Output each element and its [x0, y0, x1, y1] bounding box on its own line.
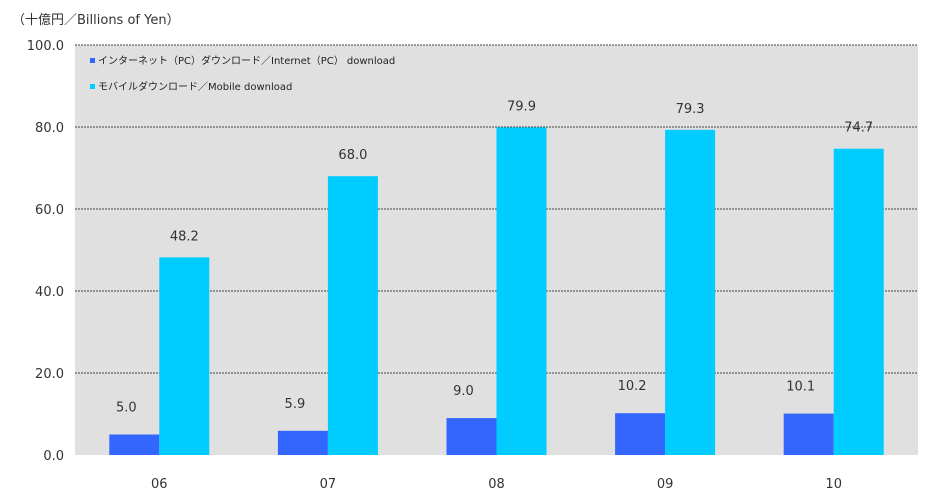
y-axis-ticks: 0.0 20.0 40.0 60.0 80.0 100.0: [27, 39, 64, 464]
bar-internet-08: [446, 418, 497, 455]
data-label: 10.1: [786, 380, 815, 395]
bar-mobile-06: [159, 257, 210, 455]
y-tick-label: 60.0: [35, 203, 64, 218]
data-label: 9.0: [453, 384, 474, 399]
legend: インターネット（PC）ダウンロード／Internet（PC） download …: [90, 54, 395, 93]
y-tick-label: 80.0: [35, 121, 64, 136]
bar-mobile-07: [327, 176, 378, 455]
data-label: 5.9: [285, 397, 306, 412]
bar-internet-07: [277, 430, 328, 455]
legend-label-mobile: モバイルダウンロード／Mobile download: [98, 80, 292, 93]
y-tick-label: 20.0: [35, 367, 64, 382]
bar-mobile-08: [496, 127, 547, 455]
bar-internet-10: [783, 413, 834, 455]
x-tick-label: 09: [657, 477, 674, 492]
legend-swatch-mobile: [90, 84, 95, 89]
unit-label: （十億円／Billions of Yen）: [12, 12, 180, 28]
bar-mobile-10: [833, 148, 884, 456]
x-axis-ticks: 06 07 08 09 10: [151, 477, 842, 492]
data-labels: 5.0 48.2 5.9 68.0 9.0 79.9 10.2 79.3 10.1 74.7: [116, 99, 873, 415]
x-tick-label: 06: [151, 477, 168, 492]
data-label: 68.0: [338, 148, 367, 163]
y-tick-label: 40.0: [35, 285, 64, 300]
data-label: 79.3: [676, 102, 705, 117]
legend-label-internet: インターネット（PC）ダウンロード／Internet（PC） download: [98, 54, 395, 67]
bars: [109, 127, 884, 456]
data-label: 74.7: [844, 121, 873, 136]
data-label: 10.2: [618, 379, 647, 394]
y-tick-label: 100.0: [27, 39, 64, 54]
bar-internet-06: [109, 434, 160, 455]
bar-internet-09: [615, 413, 666, 455]
data-label: 79.9: [507, 99, 536, 114]
bar-mobile-09: [665, 129, 716, 455]
data-label: 5.0: [116, 401, 137, 416]
y-tick-label: 0.0: [43, 449, 64, 464]
x-tick-label: 10: [825, 477, 842, 492]
x-tick-label: 07: [320, 477, 337, 492]
legend-swatch-internet: [90, 58, 95, 63]
data-label: 48.2: [170, 229, 199, 244]
x-tick-label: 08: [488, 477, 505, 492]
